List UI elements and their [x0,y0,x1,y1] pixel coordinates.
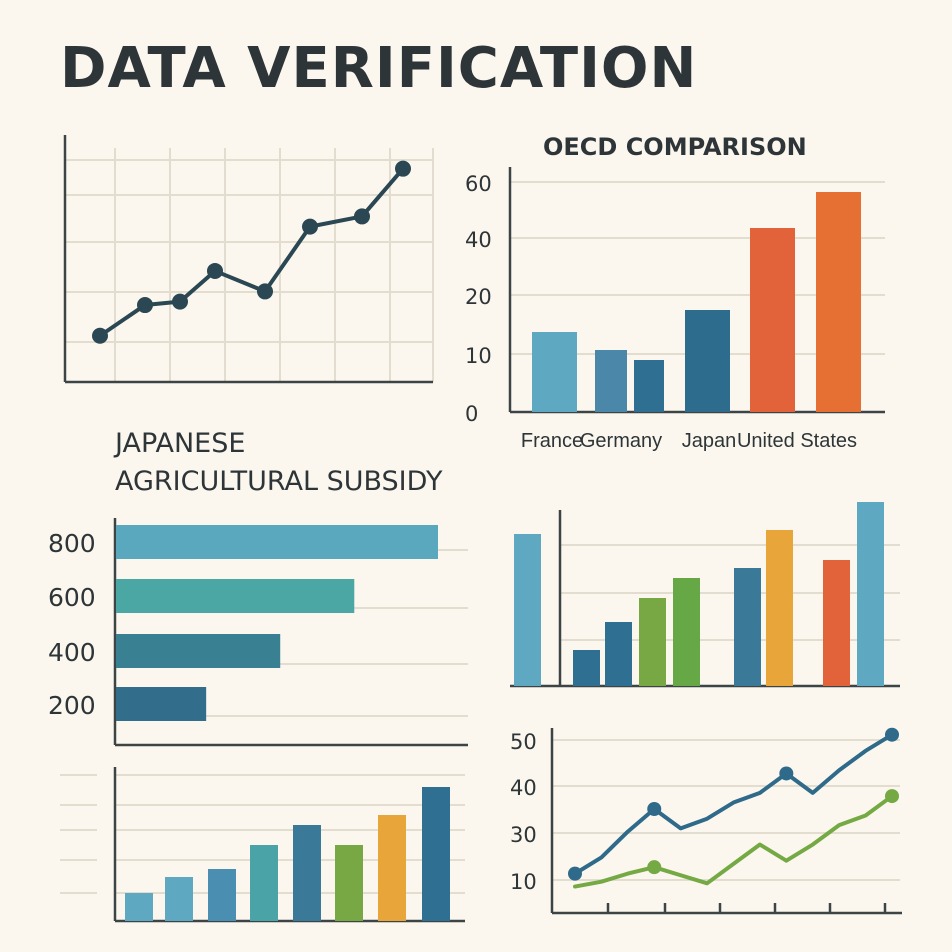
lines-y-tick-label: 10 [510,870,537,894]
oecd-bar-germany [595,350,627,412]
bottom-bar [125,893,153,921]
mid-bar [823,560,850,686]
subsidy-bar-chart: JAPANESE AGRICULTURAL SUBSIDY 800 600 400 2… [40,420,480,750]
trend-data-point [257,283,273,300]
mid-bar [573,650,600,686]
mid-bar [514,534,541,686]
bottom-chart-svg [60,767,465,923]
subsidy-chart-svg: JAPANESE AGRICULTURAL SUBSIDY 800 600 400 2… [48,428,468,747]
bottom-bar [422,787,450,921]
trend-data-point [137,297,153,314]
oecd-y-tick-label: 0 [465,402,478,426]
bottom-bar [165,877,193,921]
subsidy-bar [116,634,281,668]
trend-data-point [92,327,108,344]
subsidy-bar [116,579,355,613]
lines-y-tick-label: 40 [510,776,537,800]
bottom-bar [250,845,278,921]
oecd-x-tick-label: United States [737,430,857,452]
mid-bar-chart [505,495,905,695]
oecd-y-tick-label: 40 [465,228,492,252]
bottom-bar [378,815,406,921]
oecd-chart-title: OECD COMPARISON [543,133,807,161]
subsidy-bar [116,525,438,559]
subsidy-bar [116,687,207,721]
bottom-bar-chart [55,765,475,930]
trend-data-point [172,293,188,310]
oecd-x-tick-label: Germany [580,430,662,452]
oecd-y-tick-label: 20 [465,285,492,309]
oecd-bar-france [532,332,577,412]
trend-chart-svg [63,135,434,384]
oecd-bar-japan [685,310,730,412]
series-line-blue [573,732,894,876]
oecd-bar-united-states [816,192,861,412]
mid-bar [734,568,761,686]
oecd-bar-germany [634,360,664,412]
subsidy-title-line-2: AGRICULTURAL SUBSIDY [115,466,443,497]
bottom-bar [335,845,363,921]
oecd-y-tick-label: 10 [465,344,492,368]
subsidy-y-tick-label: 600 [48,583,96,612]
mid-chart-svg [510,502,900,688]
trend-line-chart [60,130,440,390]
mid-bar [857,502,884,686]
lines-y-tick-label: 30 [510,823,537,847]
line-data-point [647,860,662,875]
subsidy-title-line-1: JAPANESE [113,428,245,459]
mid-bar [673,578,700,686]
line-data-point [568,866,582,881]
trend-data-point [207,262,223,279]
subsidy-y-tick-label: 400 [48,638,96,667]
oecd-x-tick-label: France [521,430,583,452]
oecd-comparison-chart: OECD COMPARISON 60 40 20 10 0 France Germany Ja… [455,125,895,460]
series-line-green [573,794,894,889]
line-data-point [779,766,794,781]
oecd-y-tick-label: 60 [465,172,492,196]
subsidy-y-tick-label: 800 [48,529,96,558]
lines-y-tick-label: 50 [510,730,537,754]
mid-bar [639,598,666,686]
mid-bar [605,622,632,686]
two-line-chart-svg: 50 40 30 10 [510,727,902,915]
line-data-point [647,802,662,816]
bottom-bar [293,825,321,921]
trend-data-point [395,160,411,177]
page-title: DATA VERIFICATION [60,36,698,101]
oecd-bar-united-states [750,228,795,412]
trend-data-point [354,208,370,225]
bottom-bar [208,869,236,921]
mid-bar [766,530,793,686]
trend-data-point [302,218,318,235]
line-data-point [885,789,899,804]
oecd-x-tick-label: Japan [682,430,737,452]
two-line-chart: 50 40 30 10 [500,718,910,923]
line-data-point [885,727,899,742]
subsidy-y-tick-label: 200 [48,691,96,720]
